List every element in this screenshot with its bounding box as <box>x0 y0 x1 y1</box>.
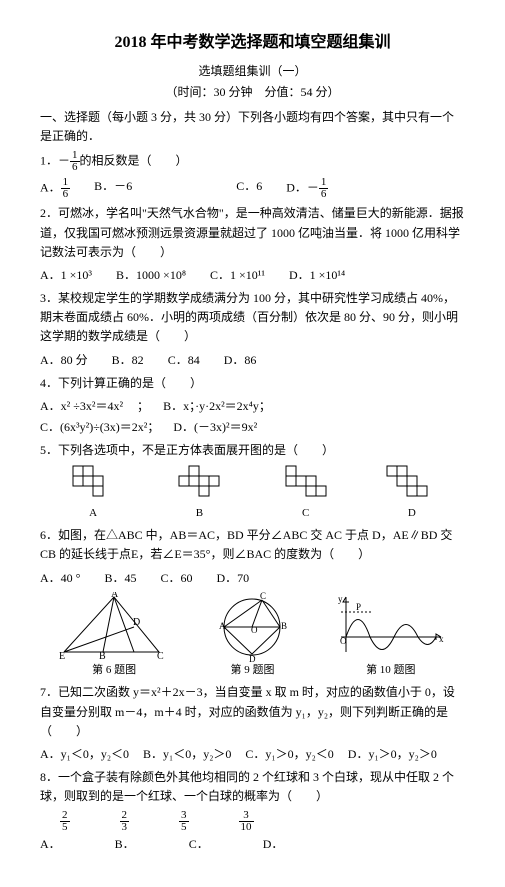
q6: 6．如图，在△ABC 中，AB＝AC，BD 平分∠ABC 交 AC 于点 D，A… <box>40 526 465 564</box>
q4-opt-b: B．x；·y·2x²＝2x⁴y； <box>163 397 271 416</box>
q4-opt-d: D．(－3x)²＝9x² <box>173 418 257 437</box>
q1-opt-c: C．6 <box>236 177 262 200</box>
q8-opt-a: A． <box>40 835 61 854</box>
q1-opt-d: D．－16 <box>286 177 328 200</box>
q6-options: A．40 ° B．45 C．60 D．70 <box>40 569 465 588</box>
q3-opt-d: D．86 <box>224 351 257 370</box>
q8-options: A． B． C． D． <box>40 835 465 854</box>
q7-opt-b: B．y₁＜0，y₂＞0 <box>143 745 231 764</box>
fig9: A B C O D 第 9 题图 <box>207 592 297 680</box>
svg-text:O: O <box>251 625 258 635</box>
subtitle: 选填题组集训（一） <box>40 62 465 81</box>
q3-opt-b: B．82 <box>112 351 144 370</box>
fig10: y P x O 第 10 题图 <box>336 592 446 680</box>
triangle-fig6-icon: A E B C D <box>59 592 169 662</box>
q4: 4．下列计算正确的是（ ） <box>40 374 465 393</box>
q7-opt-c: C．y₁＞0，y₂＜0 <box>245 745 333 764</box>
svg-text:A: A <box>219 621 226 631</box>
svg-text:D: D <box>249 654 256 662</box>
q5-fig-d: D <box>382 465 442 523</box>
q6-opt-b: B．45 <box>104 569 136 588</box>
q2-opt-d: D．1 ×10¹⁴ <box>289 266 345 285</box>
q4-sp: ； <box>137 397 149 416</box>
svg-text:D: D <box>133 617 140 628</box>
q3-opt-c: C．84 <box>168 351 200 370</box>
svg-text:y: y <box>338 594 343 604</box>
q5-fig-a: A <box>63 465 123 523</box>
q3: 3．某校规定学生的学期数学成绩满分为 100 分，其中研究性学习成绩占 40%，… <box>40 289 465 347</box>
q8-opt-d: D． <box>263 835 284 854</box>
q3-options: A．80 分 B．82 C．84 D．86 <box>40 351 465 370</box>
q8: 8．一个盒子装有除颜色外其他均相同的 2 个红球和 3 个白球，现从中任取 2 … <box>40 768 465 806</box>
q8-frac-c: 35 <box>179 810 189 833</box>
q1-opt-b: B．－6 <box>94 177 132 200</box>
q8-opt-c: C． <box>189 835 209 854</box>
q7-options: A．y₁＜0，y₂＜0 B．y₁＜0，y₂＞0 C．y₁＞0，y₂＜0 D．y₁… <box>40 745 465 764</box>
q6-opt-a: A．40 ° <box>40 569 80 588</box>
q2-options: A．1 ×10³ B．1000 ×10⁸ C．1 ×10¹¹ D．1 ×10¹⁴ <box>40 266 465 285</box>
q8-frac-d: 310 <box>239 810 254 833</box>
q1-opt-a: A．16 <box>40 177 70 200</box>
q4-options2: C．(6x³y²)÷(3x)＝2x²； D．(－3x)²＝9x² <box>40 418 465 437</box>
q5-fig-b: B <box>169 465 229 523</box>
page-title: 2018 年中考数学选择题和填空题组集训 <box>40 30 465 56</box>
section1-head: 一、选择题（每小题 3 分，共 30 分）下列各小题均有四个答案，其中只有一个是… <box>40 108 465 146</box>
svg-text:O: O <box>340 636 347 646</box>
q6-opt-c: C．60 <box>160 569 192 588</box>
svg-text:A: A <box>111 592 119 600</box>
svg-text:C: C <box>157 651 164 662</box>
net-d-icon <box>382 465 442 505</box>
q6-opt-d: D．70 <box>217 569 250 588</box>
q1-stem-b: 的相反数是（ ） <box>80 154 188 168</box>
info-line: （时间：30 分钟 分值：54 分） <box>40 83 465 102</box>
q1: 1．－16的相反数是（ ） <box>40 150 465 173</box>
q1-frac: 16 <box>70 150 80 173</box>
net-c-icon <box>276 465 336 505</box>
svg-text:C: C <box>260 592 266 601</box>
q3-opt-a: A．80 分 <box>40 351 88 370</box>
figures-row: A E B C D 第 6 题图 A B C O D 第 9 题图 <box>40 592 465 680</box>
q7-opt-a: A．y₁＜0，y₂＜0 <box>40 745 129 764</box>
net-b-icon <box>169 465 229 505</box>
fig6: A E B C D 第 6 题图 <box>59 592 169 680</box>
q5-fig-c: C <box>276 465 336 523</box>
net-a-icon <box>63 465 123 505</box>
q8-frac-b: 23 <box>120 810 130 833</box>
q1-stem-a: 1．－ <box>40 154 70 168</box>
svg-text:P: P <box>356 602 361 612</box>
q8-frac-a: 25 <box>60 810 70 833</box>
q2-opt-b: B．1000 ×10⁸ <box>116 266 186 285</box>
q4-opt-c: C．(6x³y²)÷(3x)＝2x²； <box>40 418 159 437</box>
q4-options: A．x² ÷3x²＝4x² ； B．x；·y·2x²＝2x⁴y； <box>40 397 465 416</box>
q8-fracs: 25 23 35 310 <box>60 810 465 833</box>
svg-text:B: B <box>99 651 106 662</box>
q2: 2．可燃冰，学名叫"天然气水合物"，是一种高效清洁、储量巨大的新能源．据报道，仅… <box>40 204 465 262</box>
q4-opt-a: A．x² ÷3x²＝4x² <box>40 397 123 416</box>
svg-text:E: E <box>59 651 65 662</box>
q5: 5．下列各选项中，不是正方体表面展开图的是（ ） <box>40 441 465 460</box>
svg-text:x: x <box>439 634 444 644</box>
q7-opt-d: D．y₁＞0，y₂＞0 <box>348 745 437 764</box>
q2-opt-a: A．1 ×10³ <box>40 266 92 285</box>
wave-fig10-icon: y P x O <box>336 592 446 662</box>
circle-fig9-icon: A B C O D <box>207 592 297 662</box>
q5-figures: A B C D <box>40 465 465 523</box>
svg-text:B: B <box>281 621 287 631</box>
q2-opt-c: C．1 ×10¹¹ <box>210 266 265 285</box>
q7: 7．已知二次函数 y＝x²＋2x－3，当自变量 x 取 m 时，对应的函数值小于… <box>40 683 465 741</box>
q8-opt-b: B． <box>115 835 135 854</box>
q1-options: A．16 B．－6 C．6 D．－16 <box>40 177 465 200</box>
